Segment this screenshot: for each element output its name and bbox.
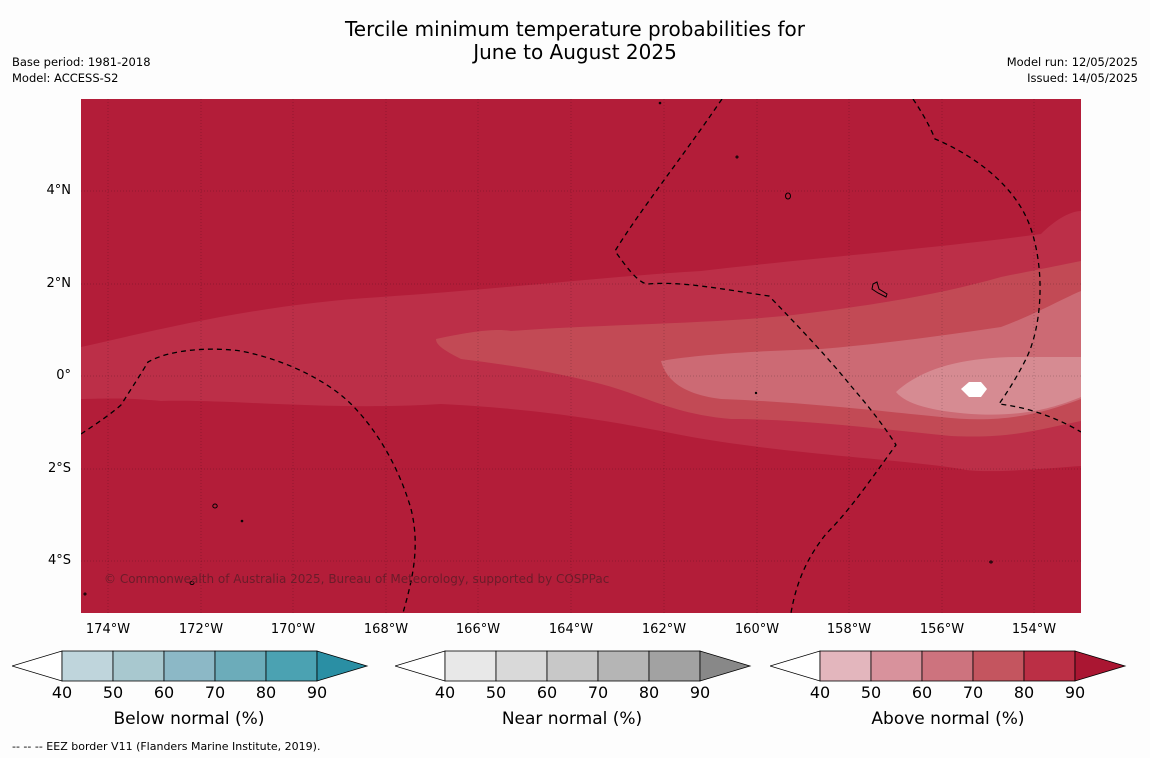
colorbar-segment	[1023, 650, 1076, 682]
island	[658, 101, 662, 105]
colorbar-tick: 80	[638, 683, 660, 702]
lon-label: 158°W	[826, 622, 872, 637]
issued-date: Issued: 14/05/2025	[1027, 71, 1138, 85]
lon-label: 164°W	[548, 622, 594, 637]
colorbar-segment	[265, 650, 318, 682]
lat-label: 2°S	[47, 461, 71, 476]
island	[240, 519, 244, 523]
island	[83, 592, 87, 596]
colorbar-tick: 50	[102, 683, 124, 702]
lat-label: 0°	[56, 368, 71, 383]
colorbar-segment	[163, 650, 216, 682]
eez-border-east	[912, 99, 1081, 433]
lon-label: 170°W	[270, 622, 316, 637]
colorbar-tick: 80	[1013, 683, 1035, 702]
colorbar-segment	[870, 650, 923, 682]
lat-label: 4°S	[47, 553, 71, 568]
colorbar-segment	[648, 650, 701, 682]
island	[212, 503, 218, 509]
lon-label: 154°W	[1011, 622, 1057, 637]
colorbar-tick: 80	[255, 683, 277, 702]
colorbar-low-extend	[770, 650, 821, 682]
colorbar-segment	[597, 650, 650, 682]
probability-map	[81, 99, 1081, 613]
colorbar-label-above: Above normal (%)	[871, 709, 1025, 729]
colorbar-tick: 60	[153, 683, 175, 702]
white-spot	[961, 382, 987, 397]
colorbar-label-below: Below normal (%)	[113, 709, 265, 729]
islands	[83, 101, 993, 596]
colorbar-tick: 90	[689, 683, 711, 702]
colorbar-low-extend	[395, 650, 446, 682]
colorbar-tick: 50	[485, 683, 507, 702]
map-area	[81, 99, 1081, 613]
colorbar-segment	[444, 650, 497, 682]
footnote-eez: -- -- -- EEZ border V11 (Flanders Marine…	[12, 740, 321, 753]
colorbar-above-normal	[770, 650, 1127, 682]
colorbar-below-normal	[12, 650, 369, 682]
colorbar-high-extend	[699, 650, 752, 682]
colorbar-tick: 70	[204, 683, 226, 702]
lon-label: 166°W	[455, 622, 501, 637]
meta-right: Model run: 12/05/2025 Issued: 14/05/2025	[1007, 54, 1138, 86]
colorbar-segment	[921, 650, 974, 682]
colorbar-tick: 90	[306, 683, 328, 702]
colorbar-tick: 40	[434, 683, 456, 702]
island	[189, 581, 195, 585]
colorbar-segment	[112, 650, 165, 682]
colorbar-tick: 90	[1064, 683, 1086, 702]
colorbar-tick: 70	[962, 683, 984, 702]
colorbar-near-normal	[395, 650, 752, 682]
colorbar-segment	[546, 650, 599, 682]
base-period: Base period: 1981-2018	[12, 55, 151, 69]
colorbar-segment	[972, 650, 1025, 682]
lon-label: 174°W	[85, 622, 131, 637]
island	[754, 391, 758, 395]
colorbar-segment	[214, 650, 267, 682]
colorbar-segment	[819, 650, 872, 682]
colorbar-tick: 60	[536, 683, 558, 702]
band-50-60	[896, 357, 1081, 415]
title-line-1: Tercile minimum temperature probabilitie…	[344, 17, 806, 41]
lat-label: 2°N	[46, 276, 72, 291]
island	[871, 281, 888, 298]
colorbar-high-extend	[316, 650, 369, 682]
island	[785, 192, 791, 200]
eez-border-center	[614, 99, 897, 613]
lon-label: 162°W	[641, 622, 687, 637]
colorbar-low-extend	[12, 650, 63, 682]
copyright-text: © Commonwealth of Australia 2025, Bureau…	[104, 572, 610, 586]
island	[989, 560, 993, 564]
eez-border-west	[81, 348, 416, 613]
lon-label: 160°W	[734, 622, 780, 637]
colorbar-tick: 60	[911, 683, 933, 702]
colorbar-tick: 50	[860, 683, 882, 702]
lon-label: 156°W	[919, 622, 965, 637]
colorbar-tick: 40	[51, 683, 73, 702]
model-name: Model: ACCESS-S2	[12, 71, 119, 85]
colorbar-segment	[495, 650, 548, 682]
colorbar-tick: 40	[809, 683, 831, 702]
model-run: Model run: 12/05/2025	[1006, 55, 1138, 69]
lon-label: 168°W	[363, 622, 409, 637]
colorbar-tick: 70	[587, 683, 609, 702]
colorbar-label-near: Near normal (%)	[501, 709, 643, 729]
title-line-2: June to August 2025	[473, 40, 677, 64]
lat-label: 4°N	[46, 183, 72, 198]
colorbar-segment	[61, 650, 114, 682]
lon-label: 172°W	[178, 622, 224, 637]
meta-left: Base period: 1981-2018 Model: ACCESS-S2	[12, 54, 151, 86]
eez-borders	[81, 99, 1081, 613]
map-title: Tercile minimum temperature probabilitie…	[0, 18, 1150, 64]
island	[735, 155, 739, 159]
colorbar-high-extend	[1074, 650, 1127, 682]
